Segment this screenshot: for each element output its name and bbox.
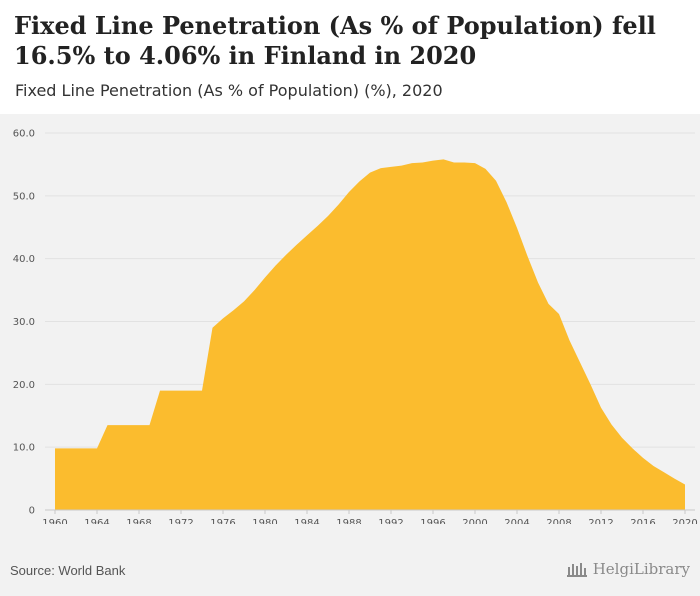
y-tick-label: 40.0 (13, 254, 35, 265)
x-tick-label: 2012 (588, 518, 613, 524)
x-axis-ticks: 1960 1964 1968 1972 1976 1980 1984 1988 1992 1996… (42, 510, 698, 524)
y-tick-label: 30.0 (13, 317, 35, 328)
x-tick-label: 1996 (420, 518, 445, 524)
y-tick-label: 60.0 (13, 129, 35, 140)
logo-text: HelgiLibrary (592, 560, 690, 578)
x-tick-label: 2008 (546, 518, 571, 524)
x-tick-label: 2004 (504, 518, 529, 524)
area-fill (55, 159, 685, 510)
area-chart: 010.020.030.040.050.060.0 1960 1964 1968 19… (13, 129, 698, 525)
y-tick-label: 10.0 (13, 443, 35, 454)
x-tick-label: 2020 (672, 518, 697, 524)
x-tick-label: 1976 (210, 518, 235, 524)
x-tick-label: 1980 (252, 518, 277, 524)
y-axis-ticks: 0 10.0 20.0 30.0 40.0 50.0 60.0 (13, 129, 35, 517)
x-tick-label: 1972 (168, 518, 193, 524)
chart-panel: 0 10.0 20.0 30.0 40.0 50.0 60.0 1960 1964 1968 19… (0, 114, 700, 525)
x-tick-label: 1988 (336, 518, 361, 524)
x-tick-label: 2000 (462, 518, 487, 524)
y-tick-label: 50.0 (13, 191, 35, 202)
x-tick-label: 1960 (42, 518, 67, 524)
x-tick-label: 1992 (378, 518, 403, 524)
source-note: Source: World Bank (10, 563, 126, 578)
helgi-library-logo[interactable]: HelgiLibrary (566, 560, 690, 578)
chart-title: Fixed Line Penetration (As % of Populati… (14, 11, 656, 70)
x-tick-label: 1964 (84, 518, 109, 524)
y-tick-label: 20.0 (13, 380, 35, 391)
chart-subtitle: Fixed Line Penetration (As % of Populati… (15, 81, 443, 100)
y-tick-label: 0 (29, 506, 35, 517)
x-tick-label: 1984 (294, 518, 319, 524)
library-building-icon (566, 563, 587, 577)
area-series (55, 159, 685, 510)
header: Fixed Line Penetration (As % of Populati… (0, 0, 700, 114)
x-tick-label: 2016 (630, 518, 655, 524)
x-tick-label: 1968 (126, 518, 151, 524)
